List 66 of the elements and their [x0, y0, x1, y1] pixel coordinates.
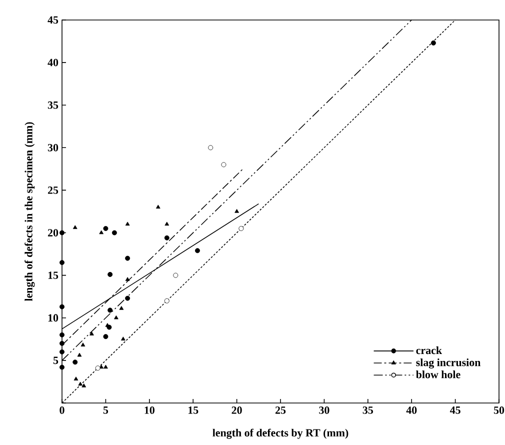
x-tick-label: 5 [103, 406, 108, 414]
point [77, 352, 82, 357]
point [112, 230, 117, 236]
point [164, 298, 170, 304]
point [156, 204, 160, 209]
point [173, 272, 178, 278]
x-tick-label: 20 [232, 406, 242, 414]
point [99, 230, 104, 234]
point [208, 145, 214, 150]
point [125, 296, 130, 301]
legend-label: crack [416, 346, 442, 354]
x-tick-label: 40 [406, 406, 417, 414]
x-axis-title: length of defects by RT (mm) [212, 428, 348, 439]
point [72, 360, 78, 365]
point [103, 226, 108, 231]
point [125, 222, 130, 226]
x-tick-label: 15 [188, 406, 198, 414]
point [78, 382, 83, 386]
point [125, 277, 130, 281]
point [164, 235, 170, 240]
y-tick-label: 10 [48, 314, 58, 322]
x-tick-label: 30 [319, 406, 330, 414]
y-tick-label: 35 [48, 101, 58, 109]
point [108, 308, 113, 313]
point [103, 334, 108, 340]
point [125, 256, 130, 261]
point [221, 162, 226, 168]
point [60, 340, 64, 346]
point [60, 304, 64, 310]
x-tick-label: 0 [60, 406, 64, 414]
x-tick-label: 10 [144, 406, 154, 414]
point [121, 336, 126, 340]
y-tick-label: 25 [48, 186, 58, 194]
point [60, 332, 64, 338]
y-tick-label: 30 [48, 144, 58, 152]
point [119, 306, 124, 310]
point [60, 230, 64, 236]
point [80, 342, 86, 346]
x-tick-label: 25 [275, 406, 286, 414]
legend-label: blow hole [416, 370, 460, 378]
point [194, 248, 200, 254]
point [95, 366, 100, 371]
point [234, 208, 239, 213]
x-tick-label: 45 [450, 406, 460, 414]
point [60, 260, 64, 266]
point [114, 315, 118, 320]
point [108, 272, 113, 277]
point [90, 332, 94, 336]
point [60, 364, 64, 370]
y-tick-label: 40 [48, 58, 58, 66]
y-tick-label: 45 [48, 16, 58, 24]
x-tick-label: 35 [362, 406, 373, 414]
y-axis-title: length of defects in the specimen (mm) [24, 122, 35, 302]
point [82, 383, 86, 388]
y-tick-label: 15 [48, 272, 58, 279]
y-tick-label: 20 [48, 229, 58, 236]
point [74, 376, 78, 380]
point [430, 40, 436, 46]
x-tick-label: 50 [494, 406, 504, 414]
y-tick-label: 5 [53, 356, 58, 364]
legend-label: slag incrusion [416, 358, 481, 368]
point [72, 225, 78, 229]
point [60, 349, 64, 354]
point [104, 364, 108, 369]
point [238, 226, 244, 231]
point [164, 222, 170, 226]
